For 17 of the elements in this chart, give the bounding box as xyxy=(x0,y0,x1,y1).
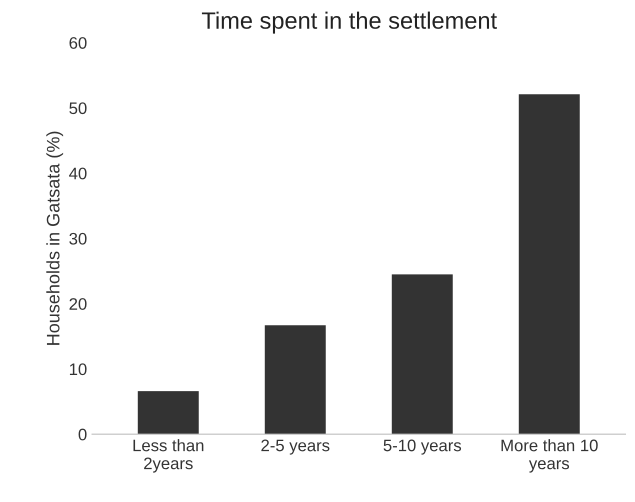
x-tick-label: Less than 2years xyxy=(134,439,204,473)
chart-title: Time spent in the settlement xyxy=(202,12,497,34)
bar xyxy=(518,94,580,434)
x-tick-label: 2-5 years xyxy=(261,440,330,455)
bar xyxy=(138,391,199,434)
y-tick-label: 30 xyxy=(69,232,87,245)
y-tick-label: 60 xyxy=(70,37,87,49)
x-tick-label: 5-10 years xyxy=(384,440,462,455)
y-tick-label: 20 xyxy=(70,298,87,310)
y-tick-label: 10 xyxy=(70,363,87,376)
y-tick-label: 40 xyxy=(69,168,87,180)
bar xyxy=(392,274,453,434)
y-tick-label: 50 xyxy=(69,102,87,114)
y-axis-title: Households in Gatsata (%) xyxy=(46,132,64,345)
bar xyxy=(264,325,326,434)
x-tick-label: More than 10 years xyxy=(502,439,598,473)
y-tick-label: 0 xyxy=(78,428,87,440)
